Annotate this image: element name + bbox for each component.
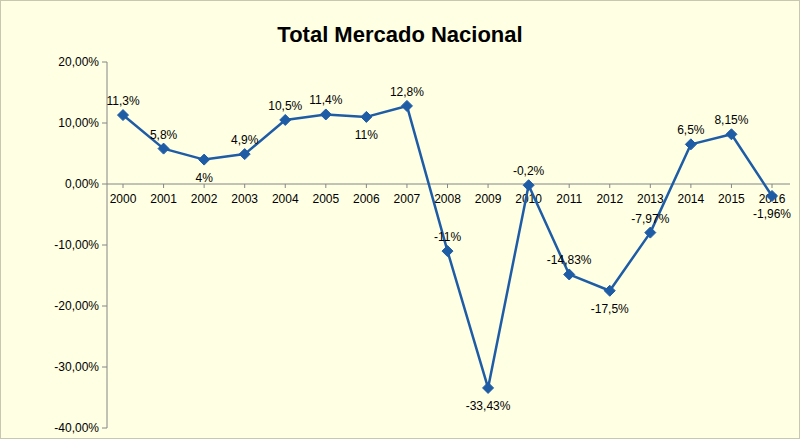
data-point [118, 110, 129, 121]
x-tick-label: 2005 [312, 192, 339, 206]
x-tick-label: 2014 [678, 192, 705, 206]
data-label: -14,83% [547, 253, 592, 267]
data-point [280, 114, 291, 125]
data-point [199, 154, 210, 165]
chart-title: Total Mercado Nacional [277, 22, 522, 47]
data-point [401, 100, 412, 111]
x-tick-label: 2013 [637, 192, 664, 206]
x-tick-label: 2006 [353, 192, 380, 206]
data-label: 8,15% [714, 113, 748, 127]
x-tick [772, 184, 773, 188]
x-tick [650, 184, 651, 188]
x-tick [569, 184, 570, 188]
data-label: -11% [434, 230, 461, 244]
x-tick [366, 184, 367, 188]
data-label: 4% [195, 171, 213, 185]
y-tick-label: -40,00% [54, 421, 99, 435]
data-point [685, 139, 696, 150]
data-point [645, 227, 656, 238]
data-label: 4,9% [231, 133, 259, 147]
data-point [564, 269, 575, 280]
y-tick [102, 184, 107, 185]
data-point [726, 129, 737, 140]
data-label: -0,2% [513, 164, 545, 178]
x-tick-label: 2015 [718, 192, 745, 206]
x-tick [244, 184, 245, 188]
data-point [320, 109, 331, 120]
x-tick-label: 2002 [191, 192, 218, 206]
data-label: 6,5% [677, 123, 705, 137]
data-label: -17,5% [591, 302, 629, 316]
plot-area [118, 100, 778, 393]
y-axis [107, 62, 108, 428]
x-tick [123, 184, 124, 188]
data-label: 5,8% [150, 128, 178, 142]
x-tick-label: 2001 [150, 192, 177, 206]
y-tick-label: -30,00% [54, 360, 99, 374]
data-label: 11,3% [106, 94, 139, 108]
x-tick [690, 184, 691, 188]
x-tick [285, 184, 286, 188]
x-tick-label: 2004 [272, 192, 299, 206]
data-point [604, 285, 615, 296]
data-point [523, 180, 534, 191]
y-tick [102, 367, 107, 368]
x-tick [447, 184, 448, 188]
x-tick-label: 2011 [556, 192, 582, 206]
data-label: 10,5% [268, 99, 302, 113]
x-tick-label: 2007 [394, 192, 421, 206]
chart-container: Total Mercado Nacional -40,00% -30,00% -20,… [0, 0, 800, 439]
y-tick-label: -20,00% [54, 299, 99, 313]
x-tick [488, 184, 489, 188]
y-tick [102, 62, 107, 63]
y-tick [102, 245, 107, 246]
x-tick-label: 2003 [231, 192, 258, 206]
data-point [483, 382, 494, 393]
x-tick [163, 184, 164, 188]
data-label: -33,43% [466, 399, 511, 413]
y-tick [102, 428, 107, 429]
x-tick [406, 184, 407, 188]
x-tick-label: 2008 [434, 192, 461, 206]
data-line [123, 106, 772, 388]
data-point [767, 190, 778, 201]
y-tick [102, 306, 107, 307]
x-tick-label: 2000 [110, 192, 137, 206]
x-tick-label: 2012 [596, 192, 623, 206]
y-tick-label: 0,00% [65, 177, 99, 191]
data-label: 11,4% [309, 93, 342, 107]
chart-svg: Total Mercado Nacional -40,00% -30,00% -20,… [0, 0, 800, 439]
x-tick [731, 184, 732, 188]
chart-background [1, 1, 800, 439]
x-tick [325, 184, 326, 188]
data-label: 11% [355, 128, 378, 142]
y-tick-label: -10,00% [54, 238, 99, 252]
y-tick-label: 10,00% [58, 116, 99, 130]
data-point [239, 149, 250, 160]
y-tick-label: 20,00% [58, 55, 99, 69]
data-point [158, 143, 169, 154]
x-tick [609, 184, 610, 188]
data-label: 12,8% [390, 85, 424, 99]
data-label: -1,96% [753, 207, 791, 221]
data-point [361, 111, 372, 122]
x-tick-label: 2009 [475, 192, 502, 206]
data-label: -7,97% [631, 212, 669, 226]
y-tick [102, 123, 107, 124]
data-point [442, 246, 453, 257]
